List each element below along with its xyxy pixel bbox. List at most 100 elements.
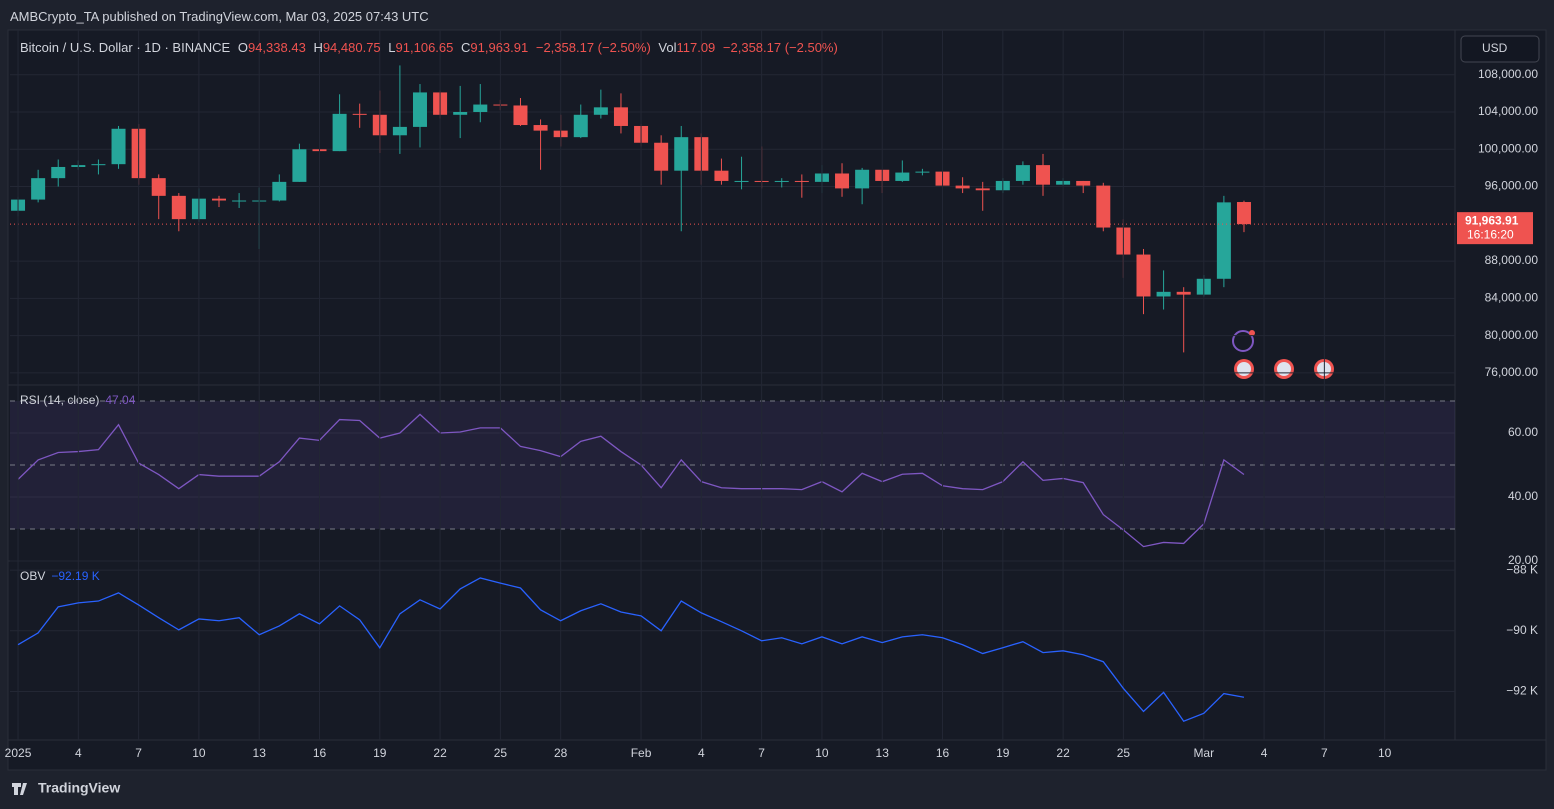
candle-body (1216, 202, 1231, 279)
y-tick-label: 88,000.00 (1485, 253, 1539, 267)
y-tick-label: 60.00 (1508, 425, 1538, 439)
ohlc-key: L (388, 40, 396, 55)
x-tick-label: 7 (758, 746, 765, 760)
x-tick-label: 22 (433, 746, 447, 760)
y-tick-label: 20.00 (1508, 553, 1538, 567)
brand: TradingView (38, 780, 120, 796)
candle-body (714, 170, 729, 181)
candle-body (975, 188, 990, 191)
vol-change: −2,358.17 (−2.50%) (722, 40, 838, 55)
candle-body (734, 180, 749, 182)
candle-body (171, 195, 186, 220)
ohlc-value: 91,963.91 (470, 40, 529, 55)
x-tick-label: 19 (373, 746, 387, 760)
candle-body (654, 142, 669, 171)
candle-body (392, 126, 407, 136)
currency-button[interactable] (1460, 35, 1540, 63)
y-tick-label: 108,000.00 (1478, 67, 1538, 81)
x-tick-label: Feb (631, 746, 652, 760)
candle-body (915, 171, 930, 173)
chart-frame (7, 29, 1547, 771)
x-tick-label: 22 (1056, 746, 1070, 760)
candle-body (151, 178, 166, 196)
x-tick-label: 4 (75, 746, 82, 760)
candle-body (1096, 185, 1111, 228)
ohlc-key: H (313, 40, 323, 55)
candle-body (895, 172, 910, 181)
candle-body (352, 113, 367, 115)
candle-body (1236, 202, 1251, 225)
y-tick-label: 100,000.00 (1478, 141, 1538, 155)
candle-body (674, 137, 689, 171)
candle-body (212, 198, 227, 201)
y-tick-label: 76,000.00 (1485, 365, 1539, 379)
x-tick-label: 10 (192, 746, 206, 760)
candle-body (1015, 165, 1030, 181)
candle-body (91, 164, 106, 166)
candle-body (31, 178, 46, 200)
candle-body (1136, 254, 1151, 297)
x-tick-label: 2025 (5, 746, 32, 760)
countdown: 16:16:20 (1467, 227, 1514, 241)
candle-body (473, 104, 488, 112)
indicator-value: 47.04 (105, 393, 135, 407)
ohlc-key: O (237, 40, 248, 55)
y-tick-label: −88 K (1506, 562, 1538, 576)
ohlc-value: 94,480.75 (322, 40, 381, 55)
legend: Bitcoin / U.S. Dollar · 1D · BINANCE O94… (20, 40, 842, 55)
vol-key: Vol (658, 40, 677, 55)
candle-body (1176, 291, 1191, 295)
x-tick-label: 7 (1321, 746, 1328, 760)
brand-logo (12, 783, 27, 795)
currency[interactable]: USD (1482, 41, 1508, 55)
y-tick-label: 96,000.00 (1485, 179, 1539, 193)
ohlc-value: 94,338.43 (247, 40, 306, 55)
y-tick-label: −90 K (1506, 623, 1538, 637)
candle-body (272, 181, 287, 201)
vol-value: 117.09 (676, 40, 716, 55)
candle-body (613, 107, 628, 126)
x-tick-label: 7 (135, 746, 142, 760)
last-price-badge (1457, 212, 1533, 245)
candle-body (794, 180, 809, 182)
x-tick-label: Mar (1193, 746, 1214, 760)
indicator-value: −92.19 K (51, 569, 99, 583)
x-tick-label: 28 (554, 746, 568, 760)
candle-body (412, 92, 427, 127)
ohlc-key: C (461, 40, 471, 55)
y-tick-label: −92 K (1506, 684, 1538, 698)
x-tick-label: 16 (936, 746, 950, 760)
change: −2,358.17 (−2.50%) (535, 40, 651, 55)
candle-body (51, 166, 66, 179)
candle-body (533, 125, 548, 131)
x-tick-label: 10 (1378, 746, 1392, 760)
candle-body (835, 173, 850, 189)
y-tick-label: 104,000.00 (1478, 104, 1538, 118)
candle-body (232, 200, 247, 202)
publisher: AMBCrypto_TA published on TradingView.co… (10, 9, 429, 24)
y-tick-label: 80,000.00 (1485, 328, 1539, 342)
ohlc-value: 91,106.65 (395, 40, 454, 55)
x-tick-label: 25 (1117, 746, 1131, 760)
x-tick-label: 4 (1261, 746, 1268, 760)
candle-body (513, 105, 528, 126)
candle-body (292, 149, 307, 182)
x-tick-label: 19 (996, 746, 1010, 760)
candle-body (573, 114, 588, 138)
x-tick-label: 13 (253, 746, 267, 760)
last-price: 91,963.91 (1465, 213, 1519, 227)
candle-body (774, 180, 789, 182)
indicator-line (17, 413, 1245, 548)
x-tick-label: 25 (494, 746, 508, 760)
x-tick-label: 10 (815, 746, 829, 760)
candle-body (1156, 291, 1171, 297)
candle-body (1036, 165, 1051, 185)
indicator-line (17, 577, 1245, 722)
indicator-title: RSI (14, close) (20, 393, 99, 407)
candle-body (453, 111, 468, 115)
y-tick-label: 40.00 (1508, 489, 1538, 503)
x-tick-label: 13 (876, 746, 890, 760)
x-tick-label: 4 (698, 746, 705, 760)
candle-body (593, 107, 608, 115)
